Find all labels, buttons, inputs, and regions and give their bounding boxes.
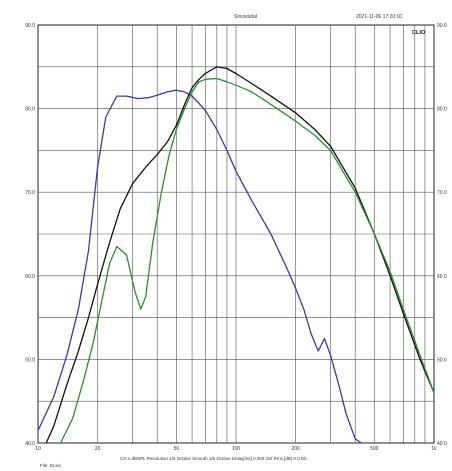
series-line-3 [60, 77, 435, 444]
y-tick-label-left: 40.0 [25, 441, 35, 447]
chart-title: Sinusoidal [234, 14, 258, 20]
series-layer [37, 66, 435, 444]
footer-file: File: Br.sin [40, 463, 62, 468]
x-tick-label: 50 [174, 446, 180, 452]
y-tick-label-right: 80.0 [437, 107, 447, 113]
y-tick-label-right: 50.0 [437, 357, 447, 363]
x-tick-label: 20 [95, 446, 101, 452]
y-tick-label-left: 90.0 [25, 23, 35, 29]
y-tick-label-right: 70.0 [437, 190, 447, 196]
y-tick-label-left: 80.0 [25, 107, 35, 113]
horizontal-grid [38, 66, 434, 402]
series-line-1 [37, 89, 362, 444]
y-tick-label-right: 60.0 [437, 274, 447, 280]
x-tick-label: 200 [291, 446, 300, 452]
y-tick-label-left: 60.0 [25, 274, 35, 280]
y-tick-label-right: 40.0 [437, 441, 447, 447]
series-line-2 [45, 66, 435, 444]
footer-settings: CH A dBSPL Resolution 1/6 Octave Smooth … [120, 456, 307, 461]
chart-datetime: 2021-11-06 17:20:10 [356, 14, 403, 20]
clio-logo: CLIO [412, 30, 426, 36]
y-tick-label-left: 70.0 [25, 190, 35, 196]
x-tick-label: 1k [431, 446, 437, 452]
x-tick-label: 10 [35, 446, 41, 452]
y-tick-label-left: 50.0 [25, 357, 35, 363]
x-tick-label: 100 [232, 446, 241, 452]
x-tick-label: 500 [370, 446, 379, 452]
y-tick-label-right: 90.0 [437, 23, 447, 29]
